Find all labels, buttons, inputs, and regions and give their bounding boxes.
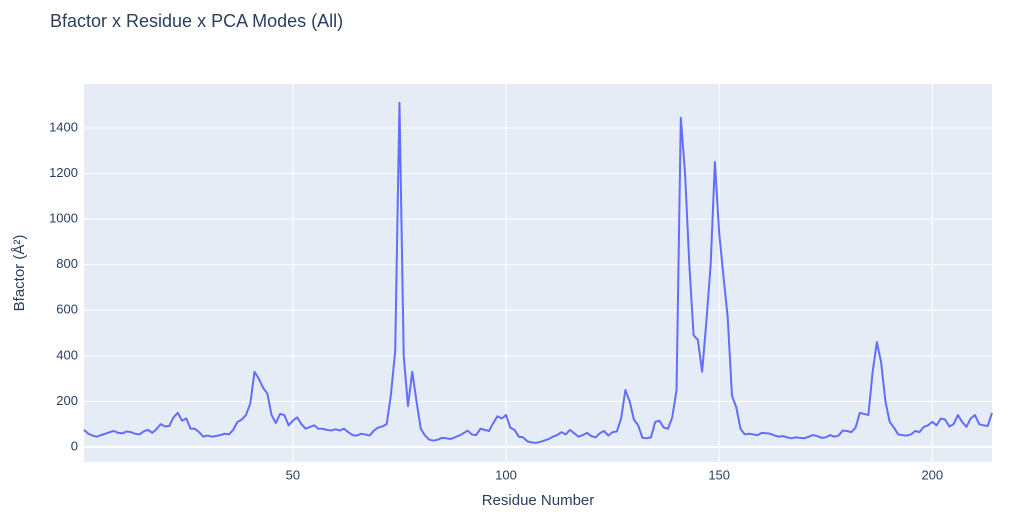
y-tick-label: 1000	[49, 211, 78, 226]
y-axis-title: Bfactor (Å²)	[11, 235, 28, 312]
data-line	[83, 101, 993, 444]
plot-area	[84, 84, 992, 462]
y-tick-label: 1400	[49, 119, 78, 134]
y-tick-label: 600	[56, 302, 78, 317]
y-tick-label: 400	[56, 347, 78, 362]
x-tick-label: 150	[708, 467, 730, 482]
x-tick-label: 200	[921, 467, 943, 482]
y-tick-label: 1200	[49, 165, 78, 180]
y-tick-label: 0	[71, 438, 78, 453]
x-axis-title: Residue Number	[482, 492, 595, 509]
y-tick-label: 800	[56, 256, 78, 271]
x-tick-label: 50	[286, 467, 300, 482]
chart-title: Bfactor x Residue x PCA Modes (All)	[50, 11, 343, 31]
y-tick-label: 200	[56, 393, 78, 408]
x-tick-label: 100	[495, 467, 517, 482]
